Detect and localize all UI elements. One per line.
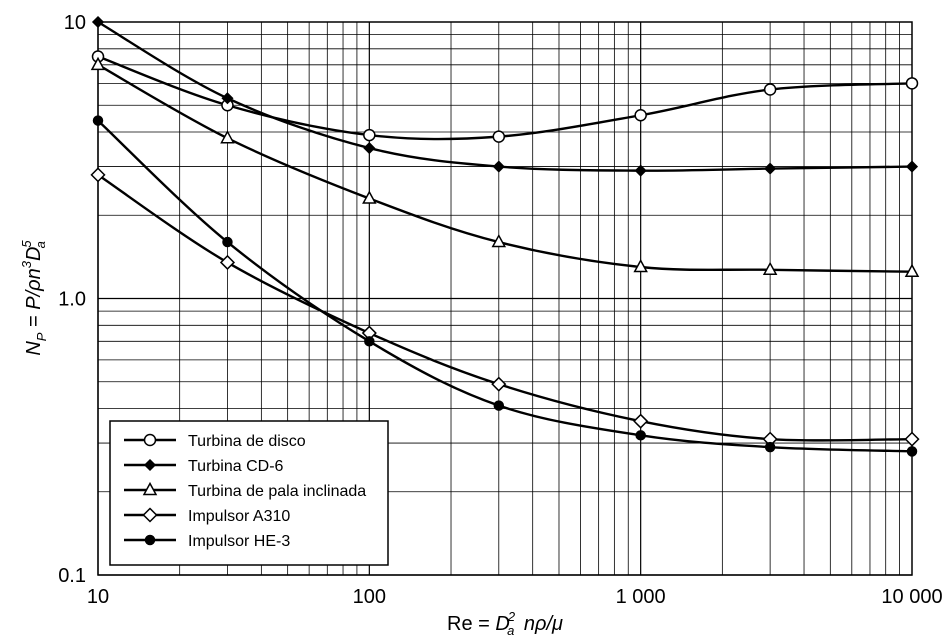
x-tick-label: 100: [353, 586, 386, 608]
point-turbina-de-pala-inclinada: [90, 56, 106, 71]
point-turbina-de-pala-inclinada: [904, 263, 920, 277]
y-tick-label: 10: [64, 12, 86, 34]
point-impulsor-he-3: [92, 115, 104, 126]
legend-swatch-marker: [144, 534, 156, 546]
tick-labels: 10 100 1 000 10 000 0.1 1.0 10: [58, 12, 942, 608]
legend-swatch-marker: [142, 481, 158, 496]
point-turbina-cd-6: [764, 162, 777, 175]
point-turbina-cd-6: [492, 160, 505, 173]
x-axis-label: Re = D2 a nρ/μ: [447, 609, 563, 638]
plot-frame: [97, 21, 913, 576]
x-tick-label: 1 000: [616, 586, 666, 608]
point-turbina-de-disco: [492, 130, 506, 143]
legend-swatch-marker: [142, 507, 158, 523]
legend-label: Impulsor HE-3: [188, 533, 290, 550]
legend-swatch-marker: [143, 433, 157, 447]
point-impulsor-he-3: [493, 400, 505, 411]
series-line-impulsor-a310: [97, 173, 913, 442]
point-turbina-de-pala-inclinada: [362, 190, 377, 204]
point-turbina-cd-6: [634, 164, 647, 177]
point-impulsor-a310: [491, 376, 507, 392]
point-impulsor-a310: [633, 413, 649, 429]
series-lines: [97, 20, 913, 453]
point-turbina-cd-6: [91, 15, 105, 29]
point-turbina-de-disco: [363, 128, 376, 142]
point-impulsor-he-3: [222, 236, 233, 248]
grid: [97, 22, 912, 576]
point-turbina-de-disco: [634, 108, 647, 122]
y-axis-label: NP = P/ρn3D5a: [19, 240, 49, 356]
series-line-impulsor-he-3: [97, 119, 913, 453]
series-markers: [90, 15, 920, 457]
series-line-turbina-de-disco: [97, 55, 913, 141]
x-tick-label: 10: [87, 586, 109, 608]
point-turbina-de-pala-inclinada: [633, 258, 648, 273]
point-turbina-cd-6: [905, 160, 919, 173]
legend-label: Turbina CD-6: [188, 458, 284, 475]
point-turbina-de-pala-inclinada: [762, 261, 778, 276]
point-impulsor-he-3: [906, 446, 918, 457]
point-turbina-de-disco: [905, 77, 919, 90]
series-line-turbina-cd-6: [97, 20, 913, 172]
x-tick-label: 10 000: [881, 586, 942, 608]
legend-swatch-marker: [143, 458, 157, 472]
y-tick-label: 1.0: [58, 289, 86, 311]
point-turbina-de-disco: [763, 83, 777, 96]
y-tick-label: 0.1: [58, 565, 86, 587]
legend-label: Turbina de pala inclinada: [188, 483, 366, 500]
point-turbina-cd-6: [363, 142, 376, 155]
point-impulsor-he-3: [635, 430, 646, 441]
legend: Turbina de disco Turbina CD-6 Turbina de p…: [109, 420, 389, 566]
point-turbina-cd-6: [221, 92, 234, 105]
point-turbina-de-pala-inclinada: [491, 233, 507, 248]
legend-label: Impulsor A310: [188, 508, 290, 525]
point-impulsor-he-3: [364, 336, 375, 347]
point-impulsor-a310: [219, 254, 236, 271]
point-impulsor-a310: [904, 431, 920, 447]
point-impulsor-he-3: [764, 441, 776, 453]
point-impulsor-a310: [90, 167, 106, 183]
legend-label: Turbina de disco: [188, 433, 306, 450]
point-turbina-de-pala-inclinada: [220, 130, 235, 144]
